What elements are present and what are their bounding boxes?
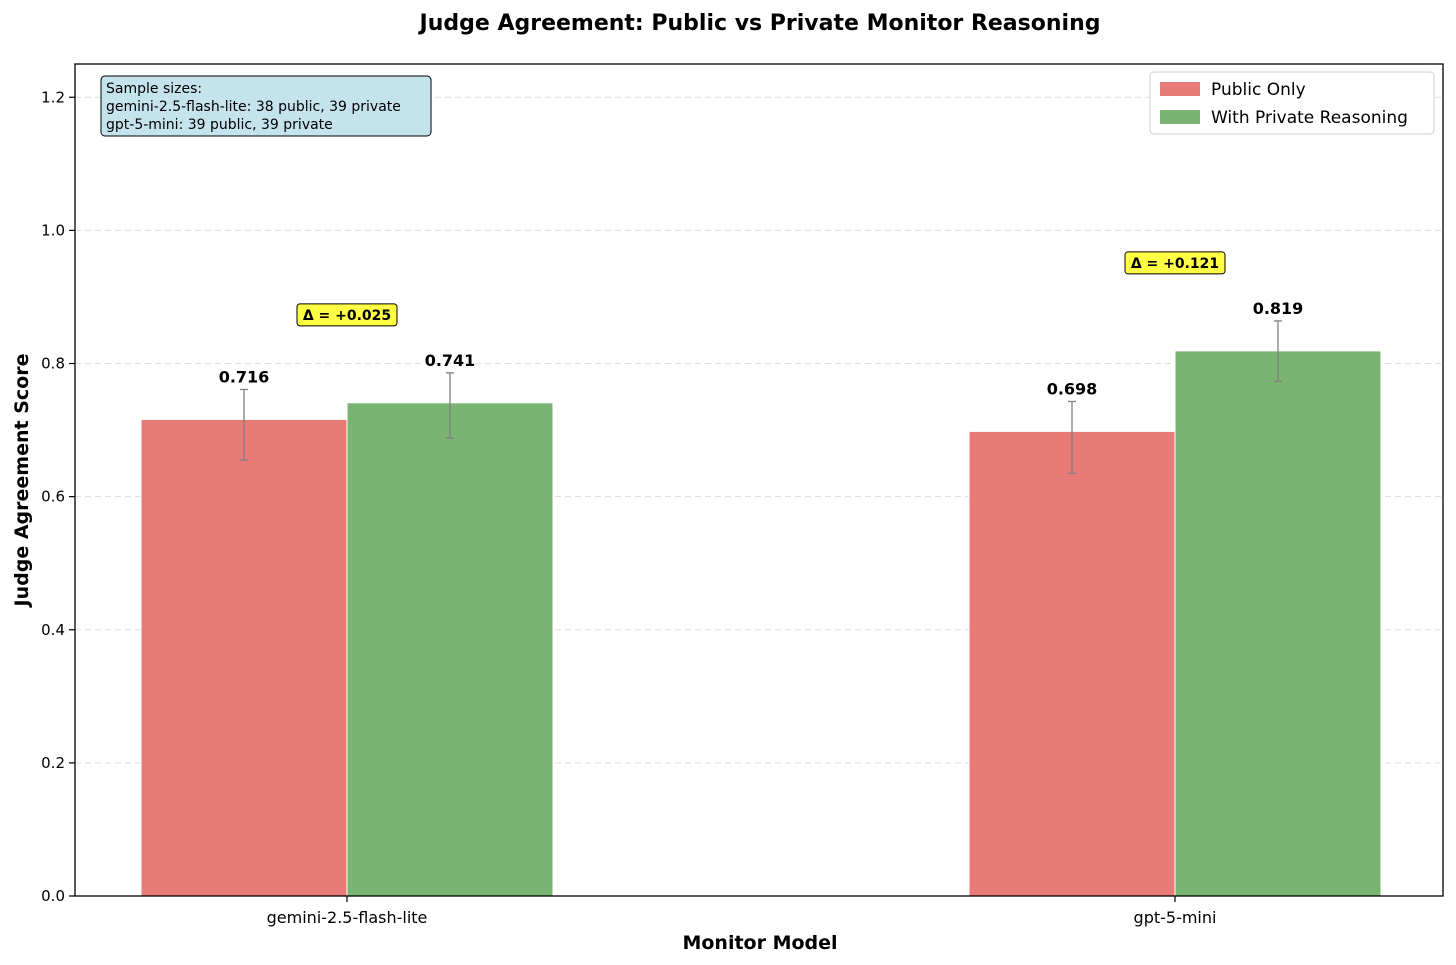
annotation-line: gemini-2.5-flash-lite: 38 public, 39 pri…	[106, 99, 401, 115]
sample-size-annotation: Sample sizes: gemini-2.5-flash-lite: 38 p…	[100, 75, 432, 137]
y-tick-label: 0.4	[41, 621, 65, 639]
delta-labels-group: Δ = +0.025 Δ = +0.121	[296, 251, 1226, 327]
x-tick-label: gpt-5-mini	[1134, 908, 1217, 927]
legend-label: With Private Reasoning	[1211, 108, 1408, 128]
y-tick-label: 0.0	[41, 887, 65, 905]
delta-box	[1124, 251, 1226, 275]
chart-title: Judge Agreement: Public vs Private Monit…	[418, 11, 1101, 36]
bars-group	[140, 350, 1382, 897]
y-tick-label: 1.2	[41, 88, 65, 106]
legend: Public Only With Private Reasoning	[1149, 71, 1435, 135]
bar	[1174, 350, 1382, 897]
error-bars-group	[240, 320, 1282, 474]
bar	[968, 430, 1176, 897]
delta-label: Δ = +0.025	[303, 308, 391, 324]
y-tick-label: 0.2	[41, 754, 65, 772]
annotation-line: Sample sizes:	[106, 81, 202, 97]
x-tick-label: gemini-2.5-flash-lite	[267, 908, 428, 927]
legend-swatch	[1160, 110, 1200, 124]
annotation-box	[100, 75, 432, 137]
x-axis-label: Monitor Model	[682, 932, 837, 954]
y-tick-label: 1.0	[41, 221, 65, 239]
delta-box	[296, 303, 398, 327]
value-label: 0.819	[1253, 299, 1304, 318]
bar	[140, 418, 348, 897]
delta-label: Δ = +0.121	[1131, 256, 1219, 272]
y-axis: 0.0 0.2 0.4 0.6 0.8 1.0 1.2	[41, 88, 75, 905]
annotation-line: gpt-5-mini: 39 public, 39 private	[106, 117, 333, 133]
value-label: 0.716	[219, 367, 270, 386]
value-labels-group: 0.716 0.698 0.741 0.819	[219, 299, 1304, 399]
legend-swatch	[1160, 82, 1200, 96]
x-axis: gemini-2.5-flash-lite gpt-5-mini	[267, 896, 1217, 927]
value-label: 0.698	[1047, 379, 1098, 398]
plot-frame	[74, 63, 1444, 897]
bar	[346, 402, 554, 897]
legend-box	[1149, 71, 1435, 135]
y-tick-label: 0.8	[41, 355, 65, 373]
y-tick-label: 0.6	[41, 488, 65, 506]
legend-label: Public Only	[1211, 80, 1306, 100]
y-axis-label: Judge Agreement Score	[11, 354, 33, 609]
value-label: 0.741	[425, 351, 476, 370]
